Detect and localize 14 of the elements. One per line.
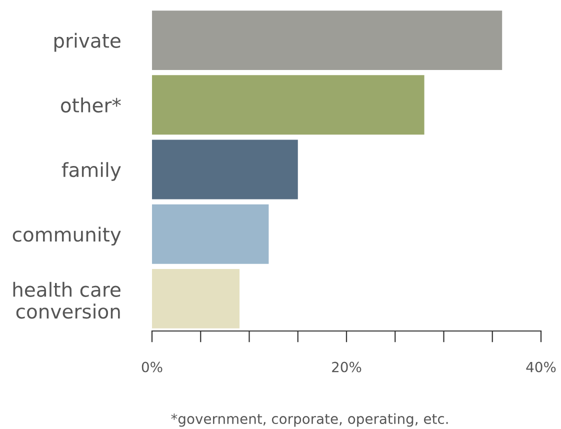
x-tick-label: 0%	[142, 362, 162, 372]
x-tick-label: 40%	[526, 362, 556, 372]
bar	[152, 204, 269, 264]
bar	[152, 10, 502, 70]
text: *government, corporate, operating, etc.	[171, 413, 448, 427]
y-tick-label: community	[12, 226, 121, 246]
bar	[152, 140, 298, 200]
bar	[152, 75, 424, 135]
x-tick-label: 20%	[332, 362, 362, 372]
y-tick-label: other*	[60, 98, 121, 113]
bar	[152, 268, 240, 328]
y-tick-label: health care conversion	[13, 282, 120, 319]
y-tick-label: private	[54, 32, 120, 52]
y-tick-label: family	[62, 162, 121, 181]
